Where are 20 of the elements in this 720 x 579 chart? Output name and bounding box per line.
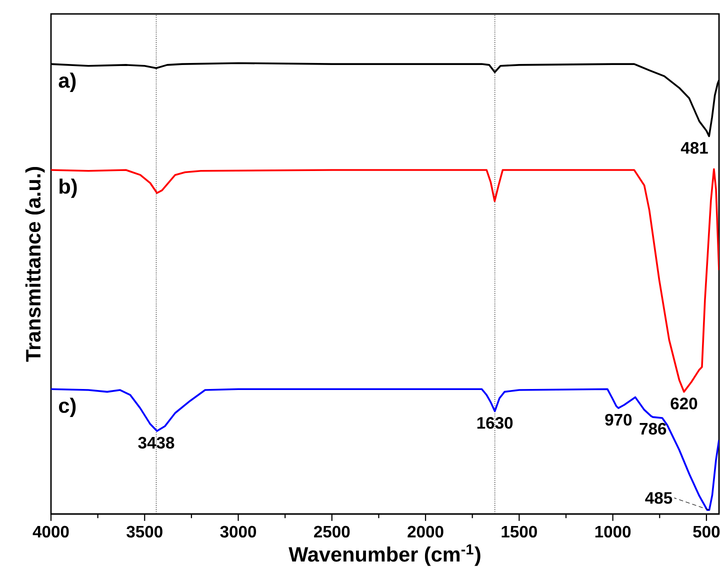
x-tick-label: 2500 <box>314 526 350 538</box>
x-tick-label: 1500 <box>502 526 537 538</box>
x-tick-label: 1000 <box>595 526 631 538</box>
annotation: 485 <box>645 492 672 504</box>
y-axis-title: Transmittance (a.u.) <box>25 167 45 362</box>
annotation: 970 <box>605 414 632 426</box>
series-label: c) <box>58 398 76 418</box>
x-axis-title: Wavenumber (cm$^{-1}$) <box>288 544 480 566</box>
x-tick-label: 3000 <box>220 526 256 538</box>
x-tick-label: 4000 <box>32 526 69 538</box>
x-tick-label: 500 <box>693 526 720 538</box>
series-label: a) <box>58 72 76 92</box>
annotation: 481 <box>680 142 708 154</box>
annotation: 1630 <box>477 417 513 429</box>
x-tick-label: 3500 <box>126 526 162 538</box>
series-label: b) <box>60 178 77 198</box>
annotation: 786 <box>640 422 666 435</box>
x-tick-label: 2000 <box>408 526 444 538</box>
annotation: 620 <box>670 398 698 410</box>
annotation: 3438 <box>138 436 174 449</box>
